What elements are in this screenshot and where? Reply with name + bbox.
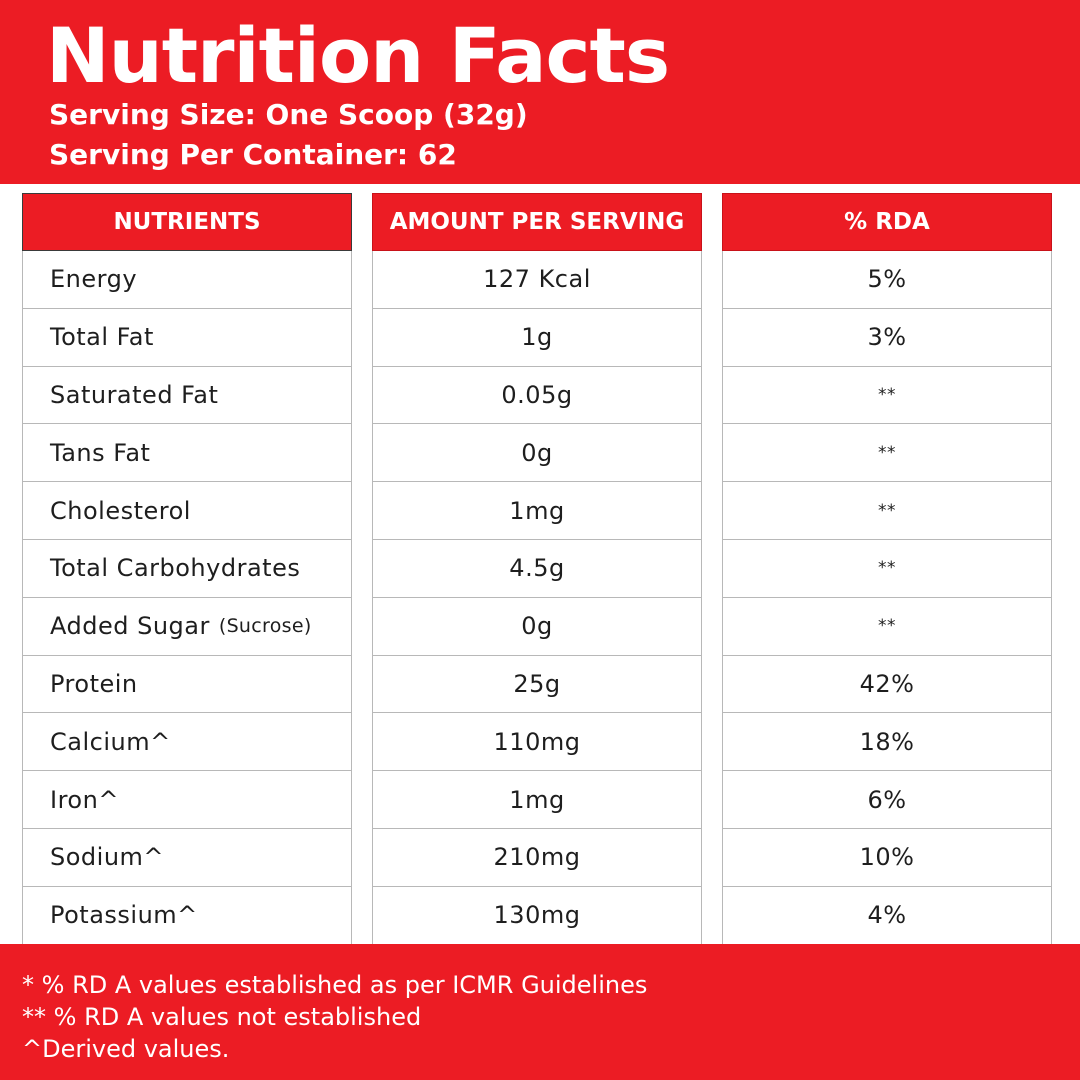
nutrient-cell: Calcium^ <box>22 713 352 772</box>
page-title: Nutrition Facts <box>46 11 670 100</box>
amount-cell: 0g <box>372 597 702 656</box>
amount-cell: 130mg <box>372 886 702 945</box>
nutrient-name: Protein <box>50 669 138 698</box>
nutrients-column: NUTRIENTS Energy Total Fat Saturated Fat Ta… <box>22 193 352 945</box>
servings-per-container: Serving Per Container: 62 <box>49 138 457 171</box>
amount-cell: 4.5g <box>372 539 702 598</box>
rda-cell: 6% <box>722 771 1052 829</box>
rda-cell: 4% <box>722 886 1052 945</box>
serving-size: Serving Size: One Scoop (32g) <box>49 98 528 131</box>
rda-cell: ** <box>722 597 1052 656</box>
amount-cell: 1mg <box>372 482 702 540</box>
rda-cell: 42% <box>722 655 1052 714</box>
rda-cell: ** <box>722 539 1052 598</box>
nutrient-name: Calcium^ <box>50 727 171 756</box>
header-banner <box>0 0 1080 184</box>
nutrient-cell: Total Fat <box>22 308 352 367</box>
rda-column: % RDA 5% 3% ** ** ** ** ** 42% 18% 6% 10% 4% <box>722 193 1052 945</box>
nutrient-name: Potassium^ <box>50 901 198 930</box>
nutrient-cell: Saturated Fat <box>22 366 352 425</box>
rda-header: % RDA <box>722 193 1052 251</box>
rda-cell: ** <box>722 366 1052 425</box>
nutrient-name: Iron^ <box>50 785 119 814</box>
rda-cell: ** <box>722 424 1052 483</box>
nutrient-name: Total Carbohydrates <box>50 554 301 583</box>
nutrient-cell: Total Carbohydrates <box>22 539 352 598</box>
amount-cell: 25g <box>372 655 702 714</box>
nutrient-name: Sodium^ <box>50 843 165 872</box>
nutrient-name: Energy <box>50 265 138 294</box>
nutrient-name: Cholesterol <box>50 496 191 525</box>
footer-banner <box>0 944 1080 1080</box>
amount-cell: 110mg <box>372 713 702 772</box>
rda-cell: 10% <box>722 828 1052 887</box>
footnote-derived: ^Derived values. <box>22 1035 230 1063</box>
amount-column: AMOUNT PER SERVING 127 Kcal 1g 0.05g 0g 1mg 4… <box>372 193 702 945</box>
rda-cell: 3% <box>722 308 1052 367</box>
nutrient-cell: Sodium^ <box>22 828 352 887</box>
nutrient-note: (Sucrose) <box>218 615 312 638</box>
amount-cell: 0g <box>372 424 702 483</box>
amount-header: AMOUNT PER SERVING <box>372 193 702 251</box>
nutrient-cell: Added Sugar (Sucrose) <box>22 597 352 656</box>
nutrient-name: Added Sugar <box>50 612 210 641</box>
nutrients-header: NUTRIENTS <box>22 193 352 251</box>
rda-cell: 18% <box>722 713 1052 772</box>
nutrient-name: Tans Fat <box>50 438 151 467</box>
nutrient-name: Saturated Fat <box>50 380 219 409</box>
nutrient-cell: Cholesterol <box>22 482 352 540</box>
rda-cell: 5% <box>722 251 1052 309</box>
nutrient-name: Total Fat <box>50 323 154 352</box>
nutrient-cell: Potassium^ <box>22 886 352 945</box>
footnote-rda-not-established: ** % RD A values not established <box>22 1003 422 1031</box>
amount-cell: 127 Kcal <box>372 251 702 309</box>
nutrient-cell: Energy <box>22 251 352 309</box>
rda-cell: ** <box>722 482 1052 540</box>
amount-cell: 0.05g <box>372 366 702 425</box>
footnote-rda-icmr: * % RD A values established as per ICMR … <box>22 971 648 999</box>
nutrient-cell: Protein <box>22 655 352 714</box>
amount-cell: 1g <box>372 308 702 367</box>
nutrient-cell: Iron^ <box>22 771 352 829</box>
nutrient-cell: Tans Fat <box>22 424 352 483</box>
amount-cell: 1mg <box>372 771 702 829</box>
amount-cell: 210mg <box>372 828 702 887</box>
